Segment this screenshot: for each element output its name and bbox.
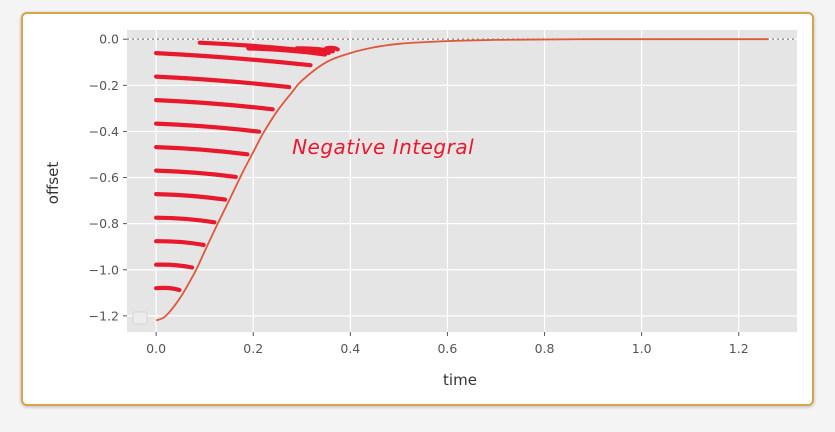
hatch-stroke xyxy=(154,74,292,90)
x-tick-label: 0.2 xyxy=(243,341,263,356)
y-tick-label: −0.2 xyxy=(89,78,119,93)
x-tick-label: 0.4 xyxy=(340,341,360,356)
annotation-negative-integral: Negative Integral xyxy=(292,135,474,159)
hatch-stroke xyxy=(154,239,206,247)
y-tick-labels: 0.0 −0.2 −0.4 −0.6 −0.8 −1.0 −1.2 xyxy=(89,32,127,323)
x-tick-label: 0.8 xyxy=(535,341,555,356)
negative-integral-hatching xyxy=(154,40,340,293)
y-tick-label: −0.4 xyxy=(89,124,119,139)
y-tick-label: −0.6 xyxy=(89,170,119,185)
x-axis-label: time xyxy=(443,371,477,389)
hatch-stroke xyxy=(154,192,228,202)
hatch-stroke xyxy=(154,215,217,225)
hatch-stroke xyxy=(154,145,250,157)
y-tick-label: −1.0 xyxy=(89,262,119,277)
hatch-stroke xyxy=(294,46,335,54)
x-tick-label: 1.0 xyxy=(632,341,652,356)
hatch-stroke xyxy=(246,46,328,57)
hatch-stroke xyxy=(154,262,195,270)
hatch-stroke xyxy=(324,45,340,52)
x-tick-label: 0.0 xyxy=(146,341,166,356)
hatch-stroke xyxy=(154,51,313,68)
y-tick-label: 0.0 xyxy=(99,32,119,47)
hatch-stroke xyxy=(154,285,182,293)
y-tick-label: −0.8 xyxy=(89,216,119,231)
hatch-stroke xyxy=(154,98,275,112)
x-tick-labels: 0.0 0.2 0.4 0.6 0.8 1.0 1.2 xyxy=(146,332,749,356)
x-tick-label: 1.2 xyxy=(729,341,749,356)
y-tick-label: −1.2 xyxy=(89,308,119,323)
plot-area xyxy=(127,30,797,332)
y-axis-label: offset xyxy=(44,162,62,205)
hatch-stroke xyxy=(154,121,262,134)
x-tick-label: 0.6 xyxy=(437,341,457,356)
hatch-stroke xyxy=(154,168,238,179)
series-line xyxy=(155,38,768,322)
legend-box xyxy=(132,311,148,325)
